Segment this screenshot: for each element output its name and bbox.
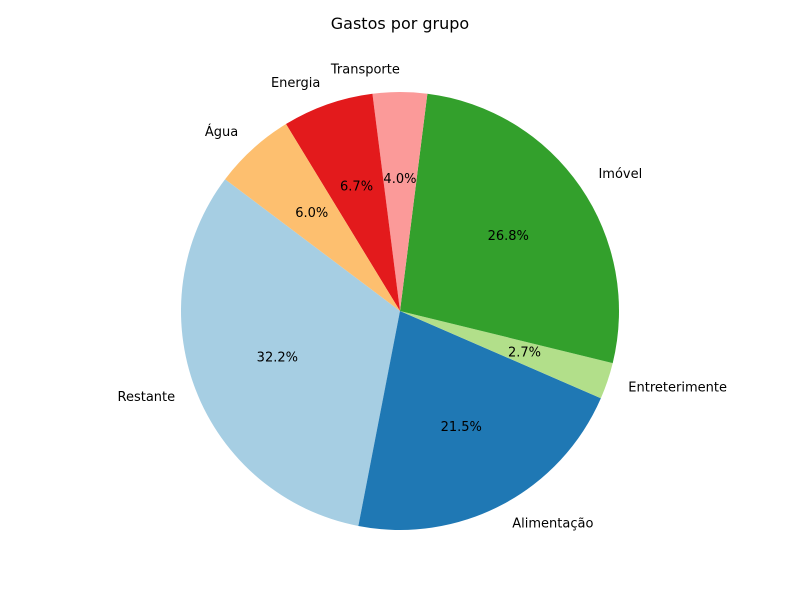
percent-labels: 32.2% 21.5% 2.7% 26.8% 4.0% 6.7% 6.0% bbox=[257, 172, 541, 435]
pie-slices bbox=[181, 91, 620, 530]
percent-label-agua: 6.0% bbox=[295, 206, 328, 221]
pie-slice-restante bbox=[181, 179, 400, 526]
category-label-entreterimente: Entreterimente bbox=[628, 380, 727, 395]
pie-slice-entreterimente bbox=[400, 311, 613, 399]
percent-label-restante: 32.2% bbox=[257, 351, 298, 366]
category-label-agua: Água bbox=[205, 124, 238, 140]
percent-label-imovel: 26.8% bbox=[488, 229, 529, 244]
percent-label-alimentacao: 21.5% bbox=[441, 420, 482, 435]
category-label-transporte: Transporte bbox=[330, 63, 400, 78]
category-label-imovel: Imóvel bbox=[598, 167, 642, 182]
pie-slice-alimentacao bbox=[358, 311, 601, 530]
percent-label-entreterimente: 2.7% bbox=[508, 345, 541, 360]
percent-label-transporte: 4.0% bbox=[383, 172, 416, 187]
category-label-energia: Energia bbox=[271, 76, 320, 91]
pie-slice-agua bbox=[225, 124, 400, 311]
pie-slice-energia bbox=[285, 93, 400, 312]
pie-slice-transporte bbox=[372, 91, 428, 311]
chart-title: Gastos por grupo bbox=[331, 14, 469, 33]
percent-label-energia: 6.7% bbox=[340, 179, 373, 194]
category-labels: Restante Alimentação Entreterimente Imóvel T… bbox=[118, 63, 727, 532]
category-label-restante: Restante bbox=[118, 390, 176, 405]
category-label-alimentacao: Alimentação bbox=[512, 517, 593, 532]
pie-slice-imovel bbox=[400, 93, 620, 364]
